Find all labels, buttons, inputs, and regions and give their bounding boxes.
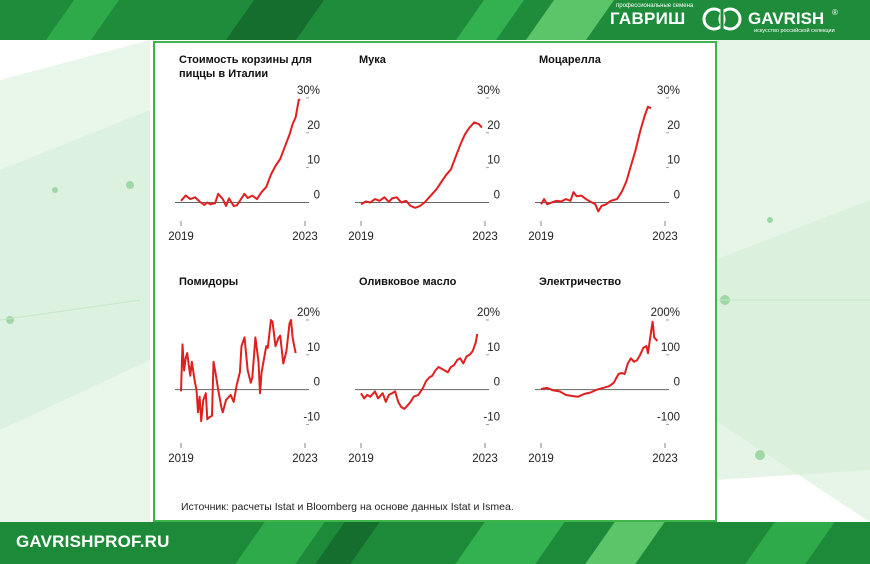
y-tick-label: 100 [661, 342, 680, 354]
chart-tomatoes: Помидоры 20% 10 0 -10 2019 2023 [155, 265, 325, 465]
y-tick-label: 10 [487, 155, 500, 167]
x-tick-label: 2023 [652, 231, 678, 243]
chart-pizza-basket: Стоимость корзины для пиццы в Италии 30%… [155, 43, 325, 243]
logo-tagline-bottom: искусство российской селекции [754, 28, 835, 34]
series-line [180, 98, 301, 207]
charts-panel: Стоимость корзины для пиццы в Италии 30%… [153, 41, 717, 522]
gavrish-logo[interactable]: профессиональные семена ГАВРИШ GAVRISH ®… [610, 2, 850, 36]
chart-olive-oil: Оливковое масло 20% 10 0 -10 2019 2023 [335, 265, 505, 465]
banner-stripe [455, 0, 525, 40]
y-tick-label: 30% [477, 85, 500, 97]
y-tick-label: 20% [297, 307, 320, 319]
series-line [360, 121, 483, 209]
series-line [540, 320, 659, 398]
bottom-banner [0, 522, 870, 564]
banner-stripe [315, 522, 380, 564]
series-line [360, 333, 479, 410]
y-tick-label: 20 [667, 120, 680, 132]
y-tick-label: 20 [307, 120, 320, 132]
chart-title: Электричество [539, 276, 622, 288]
y-tick-label: 10 [307, 342, 320, 354]
chart-flour: Мука 30% 20 10 0 2019 2023 [335, 43, 505, 243]
x-tick-label: 2023 [292, 453, 318, 465]
banner-stripe [45, 0, 120, 40]
y-tick-label: 10 [307, 155, 320, 167]
y-tick-label: 10 [667, 155, 680, 167]
x-tick-label: 2023 [652, 453, 678, 465]
banner-stripe [455, 522, 565, 564]
y-tick-label: 30% [657, 85, 680, 97]
chart-electricity: Электричество 200% 100 0 -100 2019 2023 [515, 265, 685, 465]
x-tick-label: 2019 [348, 453, 374, 465]
x-tick-label: 2019 [168, 231, 194, 243]
y-tick-label: 0 [314, 377, 320, 389]
x-tick-label: 2023 [292, 231, 318, 243]
y-tick-label: 20% [477, 307, 500, 319]
chart-title: Мука [359, 54, 386, 66]
chart-plot: 30% 20 10 0 2019 2023 [348, 85, 500, 243]
x-tick-label: 2023 [472, 453, 498, 465]
chart-title: Оливковое масло [359, 276, 457, 288]
chart-plot: 20% 10 0 -10 2019 2023 [348, 307, 500, 465]
chart-title: Помидоры [179, 276, 239, 288]
banner-stripe [585, 522, 665, 564]
y-tick-label: 0 [674, 190, 680, 202]
x-tick-label: 2019 [348, 231, 374, 243]
chart-plot: 20% 10 0 -10 2019 2023 [168, 307, 320, 465]
registered-mark: ® [832, 8, 838, 17]
series-line [180, 319, 297, 423]
y-tick-label: 200% [651, 307, 680, 319]
chart-title: Стоимость корзины для пиццы в Италии [179, 54, 312, 80]
x-tick-label: 2019 [528, 231, 554, 243]
logo-emblem-icon [702, 7, 742, 31]
chart-plot: 30% 20 10 0 2019 2023 [528, 85, 680, 243]
y-tick-label: 0 [674, 377, 680, 389]
chart-mozzarella: Моцарелла 30% 20 10 0 2019 2023 [515, 43, 685, 243]
y-tick-label: 20 [487, 120, 500, 132]
y-tick-label: -10 [483, 412, 500, 424]
y-tick-label: 30% [297, 85, 320, 97]
logo-text-lat: GAVRISH [748, 9, 825, 28]
banner-stripe [225, 0, 325, 40]
site-url-link[interactable]: GAVRISHPROF.RU [16, 532, 170, 551]
source-note: Источник: расчеты Istat и Bloomberg на о… [181, 501, 514, 513]
x-tick-label: 2023 [472, 231, 498, 243]
y-tick-label: -10 [303, 412, 320, 424]
banner-stripe [235, 522, 325, 564]
x-tick-label: 2019 [168, 453, 194, 465]
banner-stripe [745, 522, 835, 564]
y-tick-label: -100 [657, 412, 680, 424]
top-banner: профессиональные семена ГАВРИШ GAVRISH ®… [0, 0, 870, 40]
logo-tagline: профессиональные семена [616, 3, 694, 9]
logo-text-ru: ГАВРИШ [610, 9, 686, 28]
chart-plot: 200% 100 0 -100 2019 2023 [528, 307, 680, 465]
y-tick-label: 10 [487, 342, 500, 354]
y-tick-label: 0 [494, 190, 500, 202]
banner-stripe [525, 0, 615, 40]
x-tick-label: 2019 [528, 453, 554, 465]
chart-title: Моцарелла [539, 54, 601, 66]
chart-plot: 30% 20 10 0 2019 2023 [168, 85, 320, 243]
series-line [540, 105, 652, 213]
y-tick-label: 0 [314, 190, 320, 202]
y-tick-label: 0 [494, 377, 500, 389]
